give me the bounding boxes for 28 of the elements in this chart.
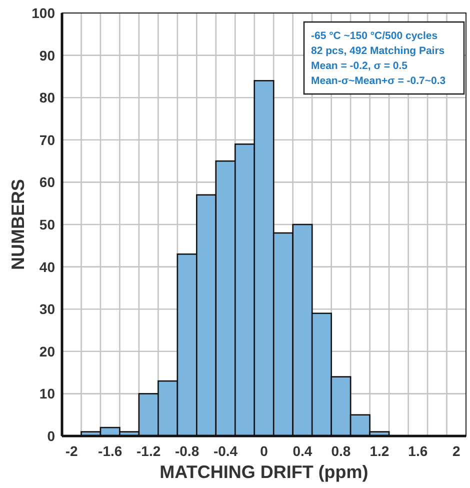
- x-tick-label: -0.8: [174, 443, 200, 459]
- x-tick-label: -0.4: [213, 443, 238, 459]
- y-tick-label: 40: [39, 258, 56, 275]
- y-tick-label: 30: [39, 301, 56, 318]
- x-axis-title: MATCHING DRIFT (ppm): [160, 462, 368, 482]
- x-tick-label: -1.6: [98, 443, 122, 459]
- y-tick-label: 0: [47, 428, 56, 444]
- y-tick-label: 80: [39, 90, 56, 106]
- annotation: Mean-σ~Mean+σ = -0.7~0.3: [311, 75, 446, 87]
- y-tick-label: 100: [32, 5, 56, 21]
- x-tick-label: -2: [65, 443, 78, 459]
- x-tick-label: 0: [260, 443, 268, 459]
- x-tick-label: 0.4: [292, 443, 312, 459]
- x-tick-label: 1.6: [408, 443, 428, 459]
- annotation: Mean = -0.2, σ = 0.5: [311, 60, 408, 72]
- y-tick-label: 70: [39, 132, 56, 148]
- y-tick-label: 50: [39, 216, 56, 232]
- annotation: 82 pcs, 492 Matching Pairs: [311, 45, 445, 57]
- y-tick-label: 90: [39, 47, 56, 64]
- y-tick-label: 60: [39, 174, 56, 190]
- annotation: -65 °C ~150 °C/500 cycles: [311, 30, 438, 42]
- x-tick-label: -1.2: [136, 443, 161, 459]
- x-tick-label: 1.2: [370, 443, 390, 459]
- x-tick-label: 0.8: [331, 443, 351, 459]
- x-tick-label: 2: [452, 443, 460, 459]
- y-tick-label: 10: [39, 386, 56, 402]
- y-axis-title: NUMBERS: [8, 178, 28, 270]
- y-tick-label: 20: [39, 343, 56, 360]
